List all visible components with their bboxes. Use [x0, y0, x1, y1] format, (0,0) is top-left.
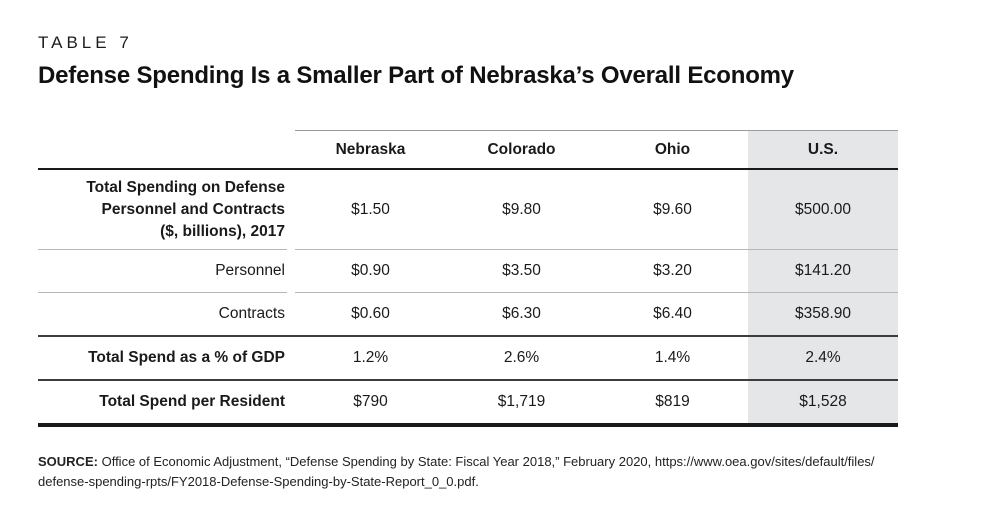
divider-gap — [287, 169, 295, 250]
cell-ohio: $819 — [597, 379, 748, 427]
cell-colorado: $1,719 — [446, 379, 597, 427]
column-gap-spacer — [287, 130, 295, 170]
table-row-percent-gdp: Total Spend as a % of GDP 1.2% 2.6% 1.4%… — [38, 335, 898, 380]
row-label-contracts: Contracts — [38, 292, 287, 336]
cell-colorado: 2.6% — [446, 335, 597, 380]
cell-ohio: $9.60 — [653, 200, 692, 218]
cell-nebraska: $790 — [295, 379, 446, 427]
cell-nebraska: 1.2% — [295, 335, 446, 380]
table-row-total-spending: Total Spending on Defense Personnel and … — [38, 169, 898, 250]
divider-gap — [287, 250, 295, 293]
cell-ohio: $3.20 — [597, 249, 748, 293]
cell-nebraska: $0.90 — [295, 249, 446, 293]
cell-colorado: $6.30 — [446, 292, 597, 336]
column-header-ohio: Ohio — [597, 130, 748, 170]
table-number-label: TABLE 7 — [38, 33, 133, 52]
stub-header-empty — [38, 130, 287, 170]
cell-us: $141.20 — [748, 249, 898, 293]
table-row-personnel: Personnel $0.90 $3.50 $3.20 $141.20 — [38, 249, 898, 293]
cell-nebraska: $0.60 — [295, 292, 446, 336]
header-row: Nebraska Colorado Ohio U.S. — [38, 130, 898, 170]
table-row-per-resident: Total Spend per Resident $790 $1,719 $81… — [38, 379, 898, 427]
cell-colorado: $3.50 — [446, 249, 597, 293]
cell-colorado: $9.80 — [502, 200, 541, 218]
source-line-2: defense-spending-rpts/FY2018-Defense-Spe… — [38, 474, 479, 489]
report-table-figure: TABLE 7 Defense Spending Is a Smaller Pa… — [38, 33, 1000, 492]
row-label-personnel: Personnel — [38, 249, 287, 293]
cell-ohio: 1.4% — [597, 335, 748, 380]
row-label-line: Personnel and Contracts — [101, 200, 285, 218]
cell-nebraska: $1.50 — [351, 200, 390, 218]
cell-us: 2.4% — [748, 335, 898, 380]
cell-us: $358.90 — [748, 292, 898, 336]
column-header-nebraska: Nebraska — [295, 130, 446, 170]
row-label-total-spending: Total Spending on Defense Personnel and … — [38, 169, 287, 250]
table-row-contracts: Contracts $0.60 $6.30 $6.40 $358.90 — [38, 292, 898, 337]
row-label-line: ($, billions), 2017 — [160, 222, 285, 240]
row-label-per-resident: Total Spend per Resident — [38, 379, 287, 427]
cell-us: $1,528 — [748, 379, 898, 427]
column-header-colorado: Colorado — [446, 130, 597, 170]
source-text: Office of Economic Adjustment, “Defense … — [101, 454, 875, 469]
source-label: SOURCE: — [38, 454, 98, 469]
row-label-line: Total Spending on Defense — [86, 178, 285, 196]
column-header-us: U.S. — [748, 130, 898, 170]
source-line-1: SOURCE: Office of Economic Adjustment, “… — [38, 454, 875, 469]
defense-spending-table: Nebraska Colorado Ohio U.S. Total Spendi… — [38, 130, 898, 427]
row-label-percent-gdp: Total Spend as a % of GDP — [38, 335, 287, 380]
source-note: SOURCE: Office of Economic Adjustment, “… — [38, 452, 1000, 492]
divider-gap — [287, 293, 295, 337]
cell-ohio: $6.40 — [597, 292, 748, 336]
divider-gap — [287, 379, 295, 427]
divider-gap — [287, 335, 295, 380]
page-title: Defense Spending Is a Smaller Part of Ne… — [38, 62, 794, 89]
cell-us: $500.00 — [748, 169, 898, 250]
